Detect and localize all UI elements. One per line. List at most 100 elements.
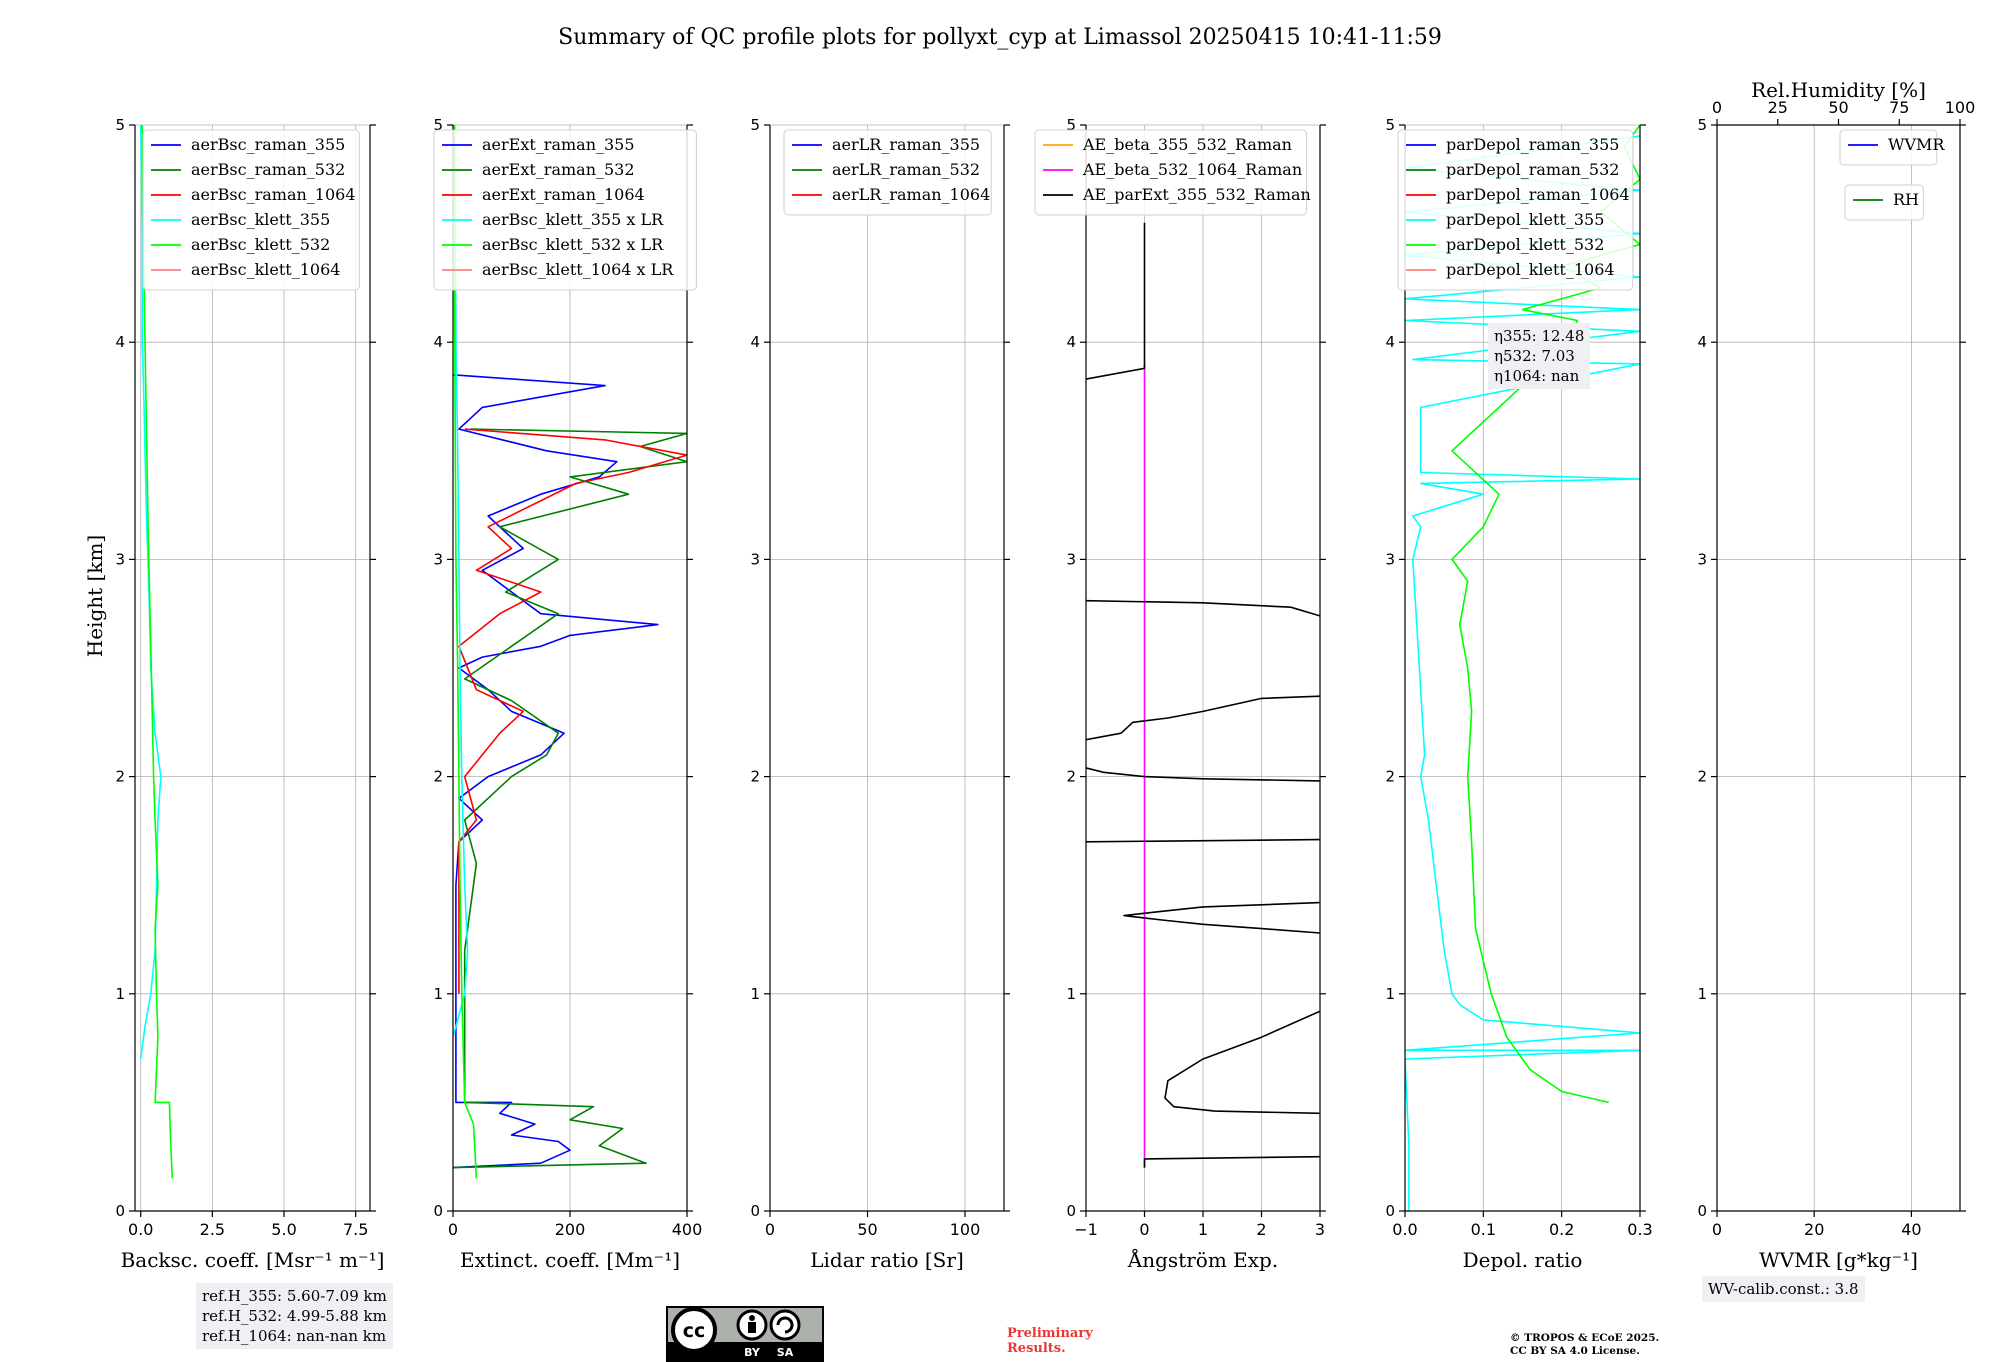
sa-text: SA <box>777 1346 794 1359</box>
y-tick-label: 0 <box>1385 1202 1395 1220</box>
x2-tick-label: 50 <box>1828 98 1848 117</box>
legend-box <box>1844 184 1924 221</box>
sa-icon <box>769 1309 801 1341</box>
legend-label: aerBsc_klett_355 x LR <box>482 210 664 229</box>
series-line-aerBsc_klett_532 <box>141 125 174 1179</box>
eta-1064: η1064: nan <box>1494 367 1580 385</box>
y-tick-label: 1 <box>433 985 443 1003</box>
legend-label: WVMR <box>1888 135 1945 154</box>
panel-extinction: 0 1 2 3 4 5 0 200 400 Extinct. coeff. [Mm⁻¹] aerEx… <box>433 116 702 1272</box>
legend-label: aerBsc_klett_355 <box>191 210 330 229</box>
legend-label: aerBsc_klett_532 x LR <box>482 235 664 254</box>
legend-label: parDepol_raman_355 <box>1446 135 1619 154</box>
legend-box <box>433 129 697 291</box>
legend: aerLR_raman_355 aerLR_raman_532 aerLR_rama… <box>783 129 992 216</box>
series-line-aerExt_raman_1064 <box>458 428 687 994</box>
series-line-parDepol_klett_355 <box>1405 135 1640 1211</box>
x-tick-label: 2 <box>1256 1220 1266 1239</box>
cc-text: cc <box>683 1320 706 1342</box>
legend: parDepol_raman_355 parDepol_raman_532 parD… <box>1397 129 1634 291</box>
legend-label: aerExt_raman_1064 <box>482 185 645 204</box>
y-tick-label: 1 <box>1066 985 1076 1003</box>
y-tick-label: 3 <box>750 550 760 568</box>
y-tick-label: 5 <box>1066 116 1076 134</box>
legend: AE_beta_355_532_Raman AE_beta_532_1064_Ra… <box>1034 129 1311 216</box>
wv-calib-const: WV-calib.const.: 3.8 <box>1708 1280 1859 1298</box>
wv-calib-box: WV-calib.const.: 3.8 <box>1702 1276 1865 1302</box>
x-axis-label: Extinct. coeff. [Mm⁻¹] <box>460 1248 680 1272</box>
legend-label: RH <box>1893 190 1919 209</box>
y-tick-label: 3 <box>1385 550 1395 568</box>
y-tick-label: 2 <box>1385 768 1395 786</box>
y-tick-label: 0 <box>115 1202 125 1220</box>
legend-label: parDepol_raman_1064 <box>1446 185 1630 204</box>
y-tick-label: 5 <box>1385 116 1395 134</box>
series-line-AE_parExt_355_532_Raman <box>1086 838 1320 843</box>
y-tick-label: 1 <box>1697 985 1707 1003</box>
x-tick-label: 400 <box>672 1220 703 1239</box>
preliminary-line-2: Results. <box>1007 1341 1066 1356</box>
x-tick-label: 7.5 <box>343 1220 368 1239</box>
y-tick-label: 4 <box>1385 333 1395 351</box>
y-tick-label: 0 <box>433 1202 443 1220</box>
legend-label: parDepol_klett_1064 <box>1446 260 1615 279</box>
series-line-aerExt_raman_532 <box>453 428 687 1169</box>
preliminary-line-1: Preliminary <box>1007 1326 1093 1341</box>
y-tick-label: 1 <box>750 985 760 1003</box>
by-text: BY <box>744 1346 761 1359</box>
y-tick-label: 4 <box>433 333 443 351</box>
series-line-AE_parExt_355_532_Raman <box>1143 1155 1320 1168</box>
legend-label: parDepol_raman_532 <box>1446 160 1619 179</box>
x2-tick-label: 100 <box>1945 98 1976 117</box>
cc-circle-icon <box>671 1307 717 1353</box>
eta-532: η532: 7.03 <box>1494 347 1575 365</box>
legend: aerExt_raman_355 aerExt_raman_532 aerExt_r… <box>433 129 697 291</box>
y-tick-label: 5 <box>1697 116 1707 134</box>
x-tick-label: 0 <box>1139 1220 1149 1239</box>
x-tick-label: 50 <box>857 1220 877 1239</box>
legend: aerBsc_raman_355 aerBsc_raman_532 aerBsc_r… <box>142 129 360 291</box>
series-line-aerBsc_klett_355 x LR <box>453 125 469 1038</box>
y-tick-label: 0 <box>1697 1202 1707 1220</box>
legend-label: aerBsc_raman_532 <box>191 160 345 179</box>
series-line-AE_parExt_355_532_Raman <box>1086 363 1146 380</box>
x-tick-label: 40 <box>1901 1220 1921 1239</box>
y-tick-label: 2 <box>115 768 125 786</box>
x-tick-label: 100 <box>950 1220 981 1239</box>
legend-box <box>783 129 992 216</box>
x-tick-label: 5.0 <box>271 1220 296 1239</box>
x-tick-label: 0.1 <box>1471 1220 1496 1239</box>
y-tick-label: 1 <box>115 985 125 1003</box>
x-tick-label: 2.5 <box>200 1220 225 1239</box>
x-tick-label: 0.2 <box>1549 1220 1574 1239</box>
x-tick-label: 3 <box>1315 1220 1325 1239</box>
x2-tick-label: 0 <box>1712 98 1722 117</box>
series-line-AE_parExt_355_532_Raman <box>1086 695 1320 741</box>
y-tick-label: 1 <box>1385 985 1395 1003</box>
legend-label: aerBsc_klett_1064 <box>191 260 340 279</box>
legend-label: aerBsc_raman_1064 <box>191 185 356 204</box>
legend: WVMR <box>1839 129 1945 166</box>
y-tick-label: 4 <box>1066 333 1076 351</box>
x-tick-label: 0.0 <box>1392 1220 1417 1239</box>
series-line-AE_parExt_355_532_Raman <box>1123 901 1320 934</box>
series-line-aerBsc_klett_532 x LR <box>453 125 478 1179</box>
x2-tick-label: 25 <box>1768 98 1788 117</box>
x-tick-label: 0.0 <box>128 1220 153 1239</box>
x-tick-label: 0 <box>1712 1220 1722 1239</box>
x-axis-label: Ångström Exp. <box>1127 1247 1278 1272</box>
y-tick-label: 3 <box>115 550 125 568</box>
panels: 0 1 2 3 4 5 0.0 2.5 5.0 7.5 Backsc. coeff. [Msr⁻¹ … <box>115 78 1975 1272</box>
legend-box <box>1034 129 1308 216</box>
figure-title: Summary of QC profile plots for pollyxt_… <box>558 25 1442 50</box>
y-tick-label: 2 <box>1697 768 1707 786</box>
x-tick-label: −1 <box>1074 1220 1098 1239</box>
series-line-AE_parExt_355_532_Raman <box>1086 767 1320 782</box>
y-tick-label: 0 <box>1066 1202 1076 1220</box>
legend-label: aerBsc_klett_532 <box>191 235 330 254</box>
eta-355: η355: 12.48 <box>1494 327 1585 345</box>
reference-height-box: ref.H_355: 5.60-7.09 km ref.H_532: 4.99-… <box>196 1283 393 1349</box>
legend-label: aerLR_raman_532 <box>832 160 980 179</box>
